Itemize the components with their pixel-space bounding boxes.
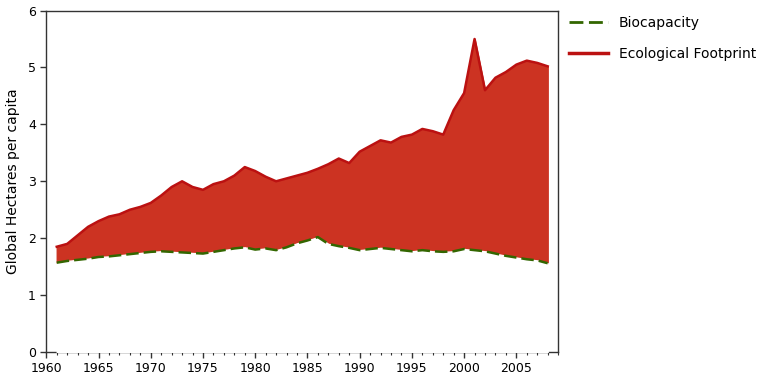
- Y-axis label: Global Hectares per capita: Global Hectares per capita: [5, 88, 19, 274]
- Legend: Biocapacity, Ecological Footprint: Biocapacity, Ecological Footprint: [563, 11, 762, 66]
